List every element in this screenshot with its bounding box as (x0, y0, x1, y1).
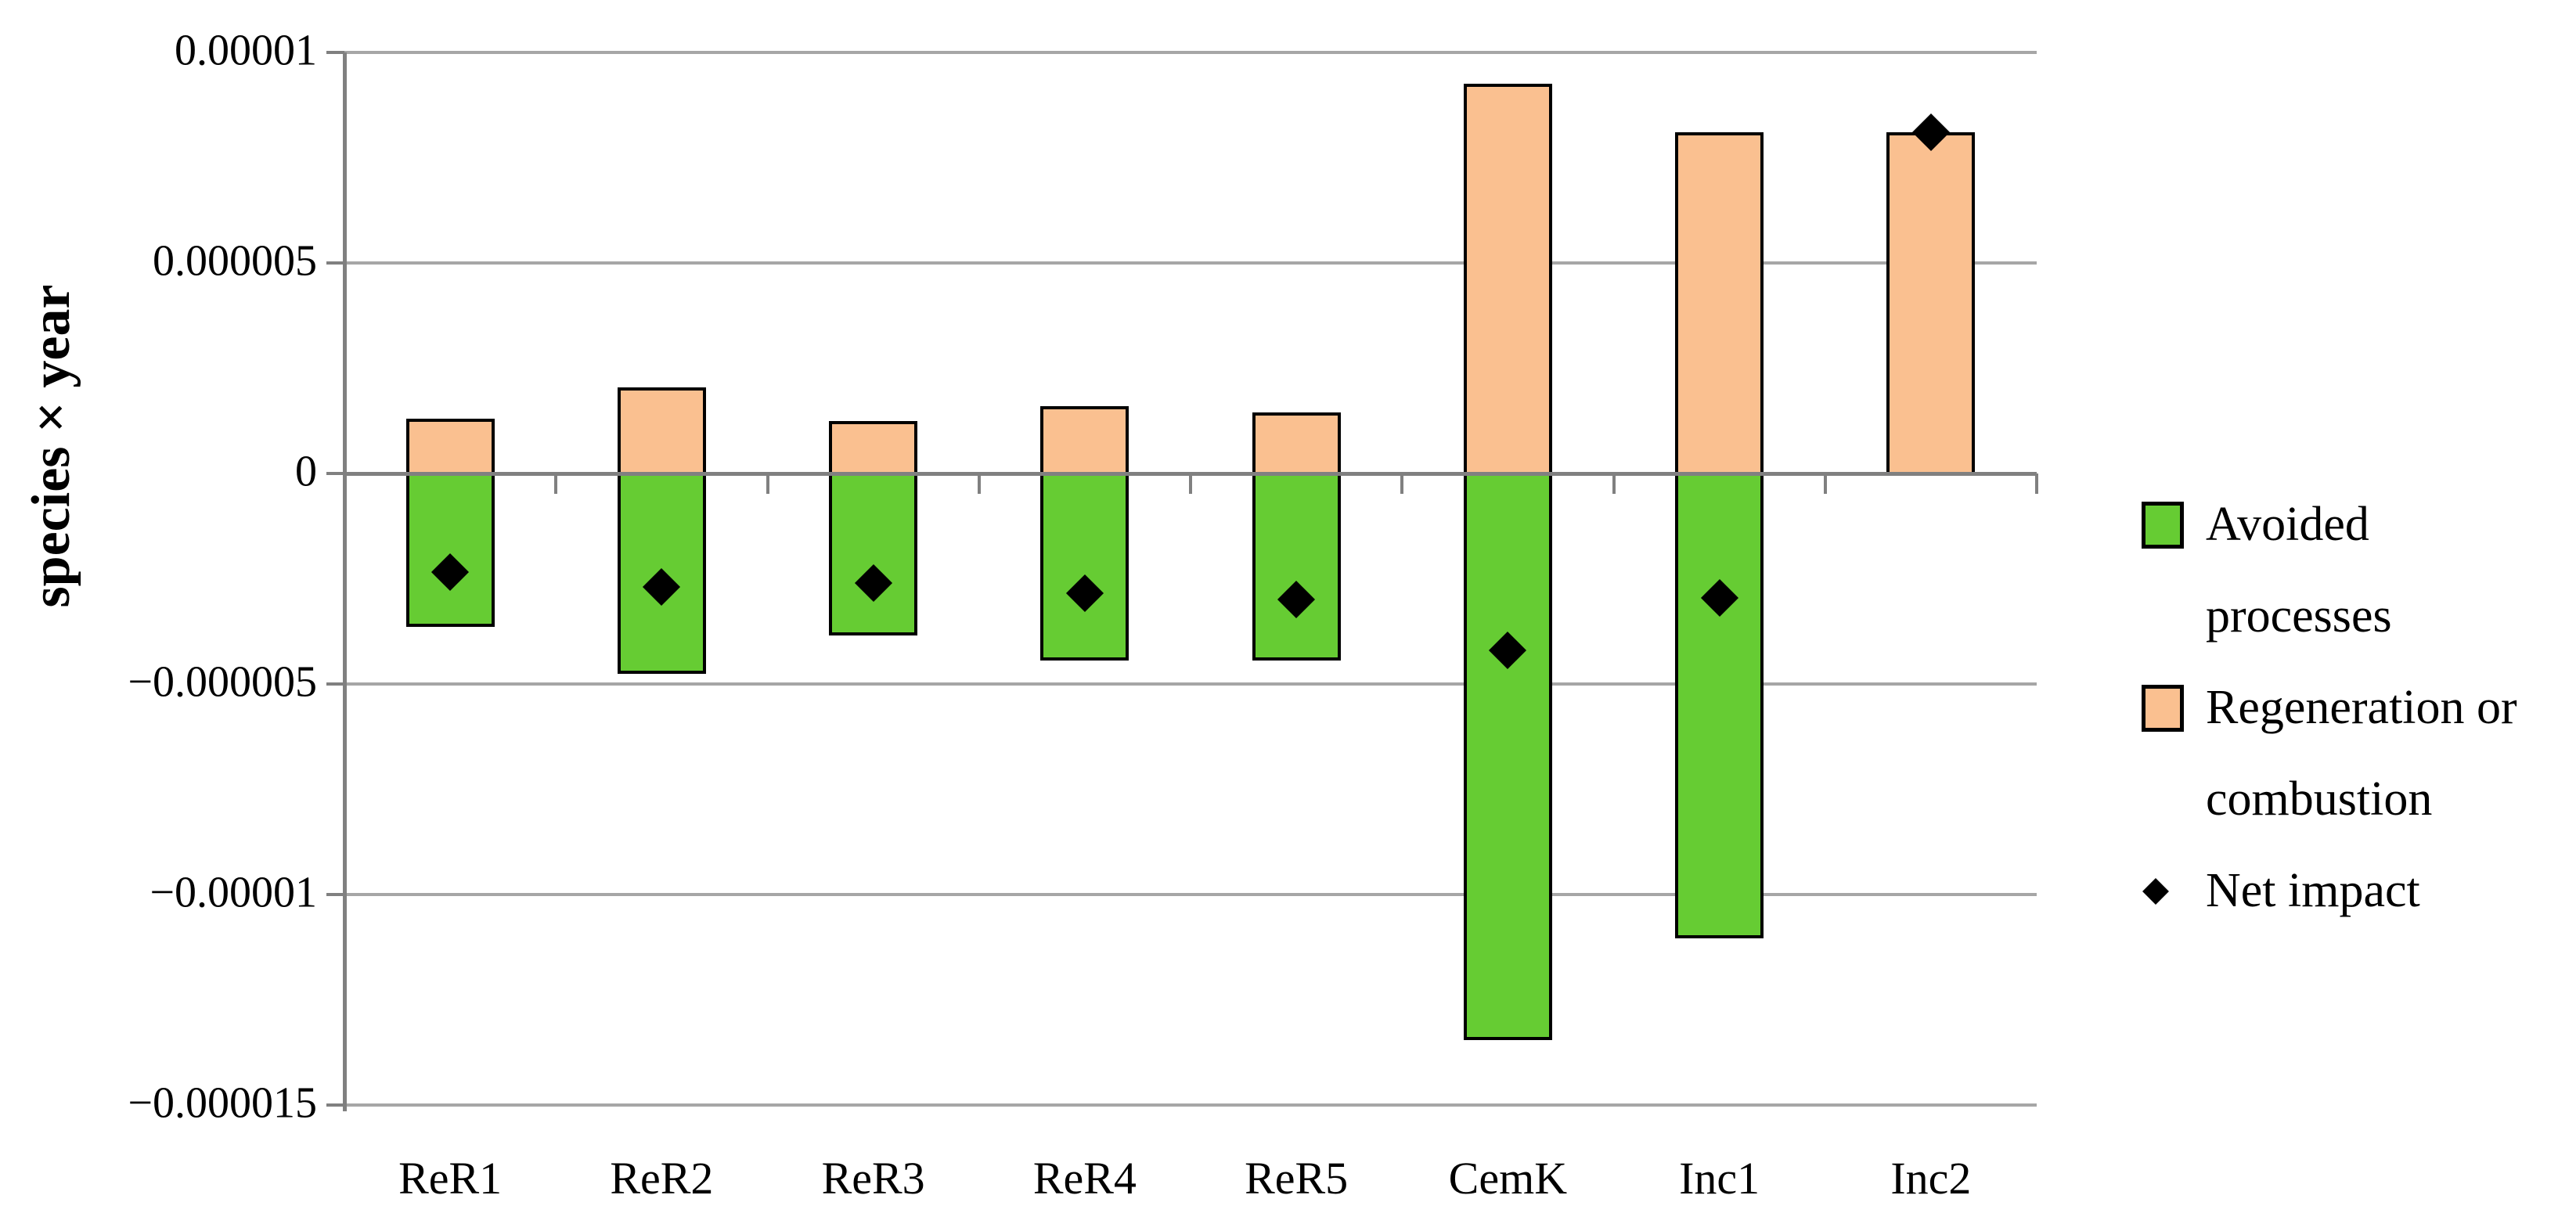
gridline (344, 51, 2037, 54)
y-axis-tick (326, 51, 344, 54)
y-tick-label: −0.00001 (150, 868, 317, 917)
category-label-ReR4: ReR4 (1032, 1153, 1137, 1204)
legend: Avoided processes Regeneration or combus… (2134, 479, 2517, 937)
bar-regeneration-Inc1 (1675, 132, 1764, 473)
gridline (344, 893, 2037, 896)
category-axis-tick (554, 473, 558, 494)
bar-regeneration-ReR4 (1040, 405, 1129, 473)
bar-avoided-CemK (1463, 473, 1552, 1040)
gridline (344, 682, 2037, 686)
gridline (344, 1103, 2037, 1107)
bar-avoided-ReR4 (1040, 473, 1129, 661)
gridline (344, 261, 2037, 265)
legend-label: combustion (2206, 772, 2433, 826)
category-axis-tick (2035, 473, 2038, 494)
y-axis-tick (326, 261, 344, 265)
net-impact-diamond-icon (2142, 877, 2169, 905)
legend-item-avoided-processes: Avoided (2134, 479, 2517, 571)
y-axis-tick (326, 893, 344, 896)
y-tick-label: 0.00001 (175, 26, 317, 75)
category-label-CemK: CemK (1448, 1153, 1568, 1204)
y-tick-label: 0 (295, 447, 317, 496)
legend-label: Net impact (2206, 864, 2420, 917)
legend-label: Avoided (2206, 498, 2369, 551)
regeneration-swatch-icon (2142, 684, 2184, 732)
category-axis-tick (1400, 473, 1404, 494)
category-label-ReR1: ReR1 (398, 1153, 503, 1204)
category-label-Inc2: Inc2 (1890, 1153, 1972, 1204)
y-axis-tick (326, 682, 344, 686)
legend-item-avoided-processes-line2: processes (2134, 571, 2517, 662)
category-axis-tick (766, 473, 769, 494)
bar-regeneration-ReR2 (617, 387, 706, 473)
y-tick-label: 0.000005 (153, 236, 317, 286)
legend-item-regeneration-line2: combustion (2134, 754, 2517, 845)
bar-regeneration-ReR3 (829, 420, 918, 473)
category-label-ReR3: ReR3 (821, 1153, 925, 1204)
category-axis-tick (1823, 473, 1827, 494)
legend-item-net-impact: Net impact (2134, 845, 2517, 937)
category-label-ReR2: ReR2 (610, 1153, 714, 1204)
avoided-processes-swatch-icon (2142, 501, 2184, 549)
legend-label: processes (2206, 589, 2392, 643)
legend-item-regeneration: Regeneration or (2134, 662, 2517, 754)
y-tick-label: −0.000005 (128, 657, 317, 707)
bar-regeneration-ReR5 (1252, 412, 1341, 473)
category-label-Inc1: Inc1 (1679, 1153, 1760, 1204)
bar-regeneration-Inc2 (1886, 132, 1976, 473)
category-axis-tick (1189, 473, 1192, 494)
category-axis-tick (977, 473, 981, 494)
y-tick-label: −0.000015 (128, 1078, 317, 1128)
bar-regeneration-CemK (1463, 84, 1552, 473)
bar-avoided-ReR5 (1252, 473, 1341, 661)
category-label-ReR5: ReR5 (1245, 1153, 1349, 1204)
y-axis-tick (326, 472, 344, 475)
category-axis-tick (1612, 473, 1616, 494)
y-axis-line (343, 52, 347, 1111)
bar-avoided-ReR1 (405, 473, 495, 628)
y-axis-tick (326, 1103, 344, 1107)
bar-regeneration-ReR1 (405, 419, 495, 473)
legend-label: Regeneration or (2206, 681, 2517, 734)
bar-avoided-Inc1 (1675, 473, 1764, 939)
category-axis-tick (343, 473, 346, 494)
bar-avoided-ReR3 (829, 473, 918, 636)
